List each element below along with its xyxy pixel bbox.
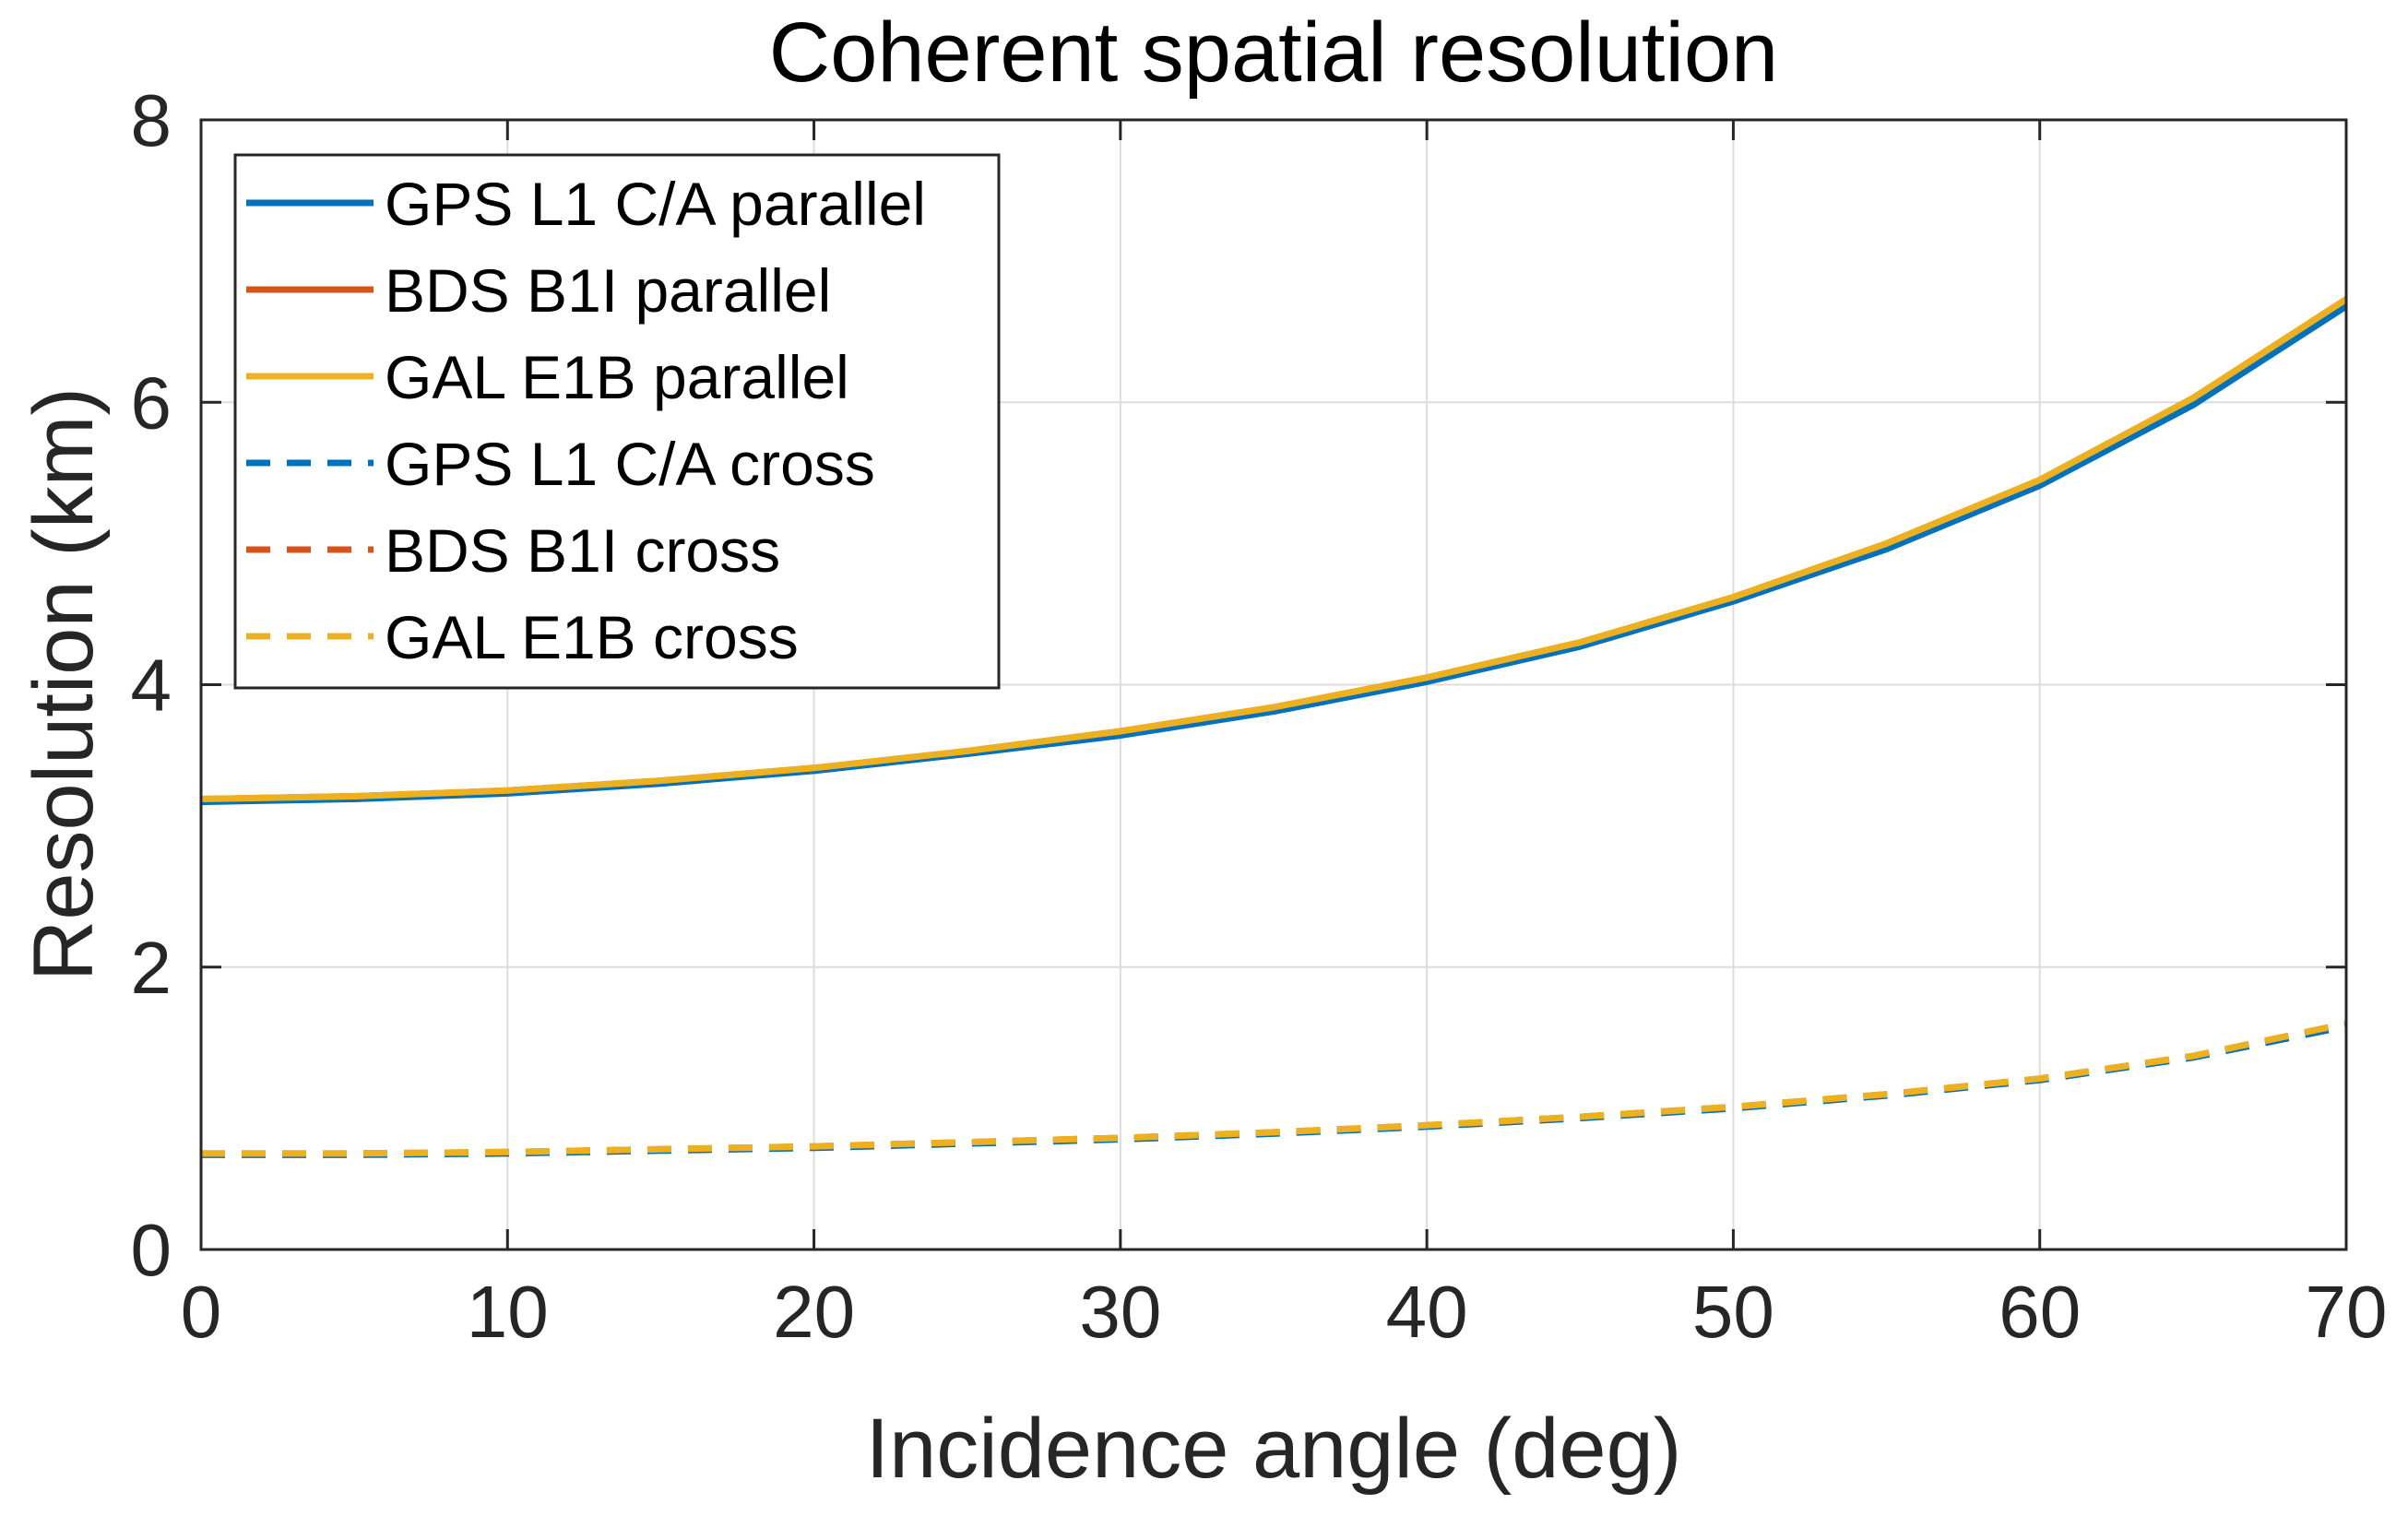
- x-axis-title: Incidence angle (deg): [866, 1402, 1682, 1496]
- chart-title: Coherent spatial resolution: [769, 6, 1778, 100]
- legend-label-2: BDS B1I parallel: [385, 256, 831, 325]
- y-tick-label: 6: [131, 361, 172, 444]
- ticks: 0 10 20 30 40 50 60 70 0 2 4 6 8: [131, 79, 2388, 1353]
- x-tick-label: 40: [1386, 1271, 1468, 1353]
- legend-label-4: GPS L1 C/A cross: [385, 430, 875, 498]
- series-line-6: [201, 1020, 2347, 1157]
- x-tick-label: 30: [1079, 1271, 1161, 1353]
- y-tick-label: 8: [131, 79, 172, 161]
- series-line-3: [200, 296, 2348, 802]
- x-tick-label: 60: [1999, 1271, 2081, 1353]
- x-tick-label: 50: [1692, 1271, 1774, 1353]
- legend-label-1: GPS L1 C/A parallel: [385, 170, 926, 238]
- legend-label-6: GAL E1B cross: [385, 603, 799, 671]
- legend-label-3: GAL E1B parallel: [385, 343, 849, 411]
- legend-box: [233, 153, 1001, 690]
- y-tick-label: 0: [131, 1209, 172, 1291]
- x-tick-label: 70: [2306, 1271, 2388, 1353]
- legend: GPS L1 C/A parallel BDS B1I parallel GAL E…: [233, 153, 1001, 690]
- x-tick-label: 10: [467, 1271, 549, 1353]
- y-axis-title: Resolution (km): [17, 387, 111, 981]
- legend-label-5: BDS B1I cross: [385, 516, 780, 585]
- x-tick-label: 0: [181, 1271, 222, 1353]
- y-tick-label: 2: [131, 927, 172, 1009]
- series-group: [200, 296, 2348, 1158]
- y-tick-label: 4: [131, 645, 172, 727]
- x-tick-label: 20: [773, 1271, 855, 1353]
